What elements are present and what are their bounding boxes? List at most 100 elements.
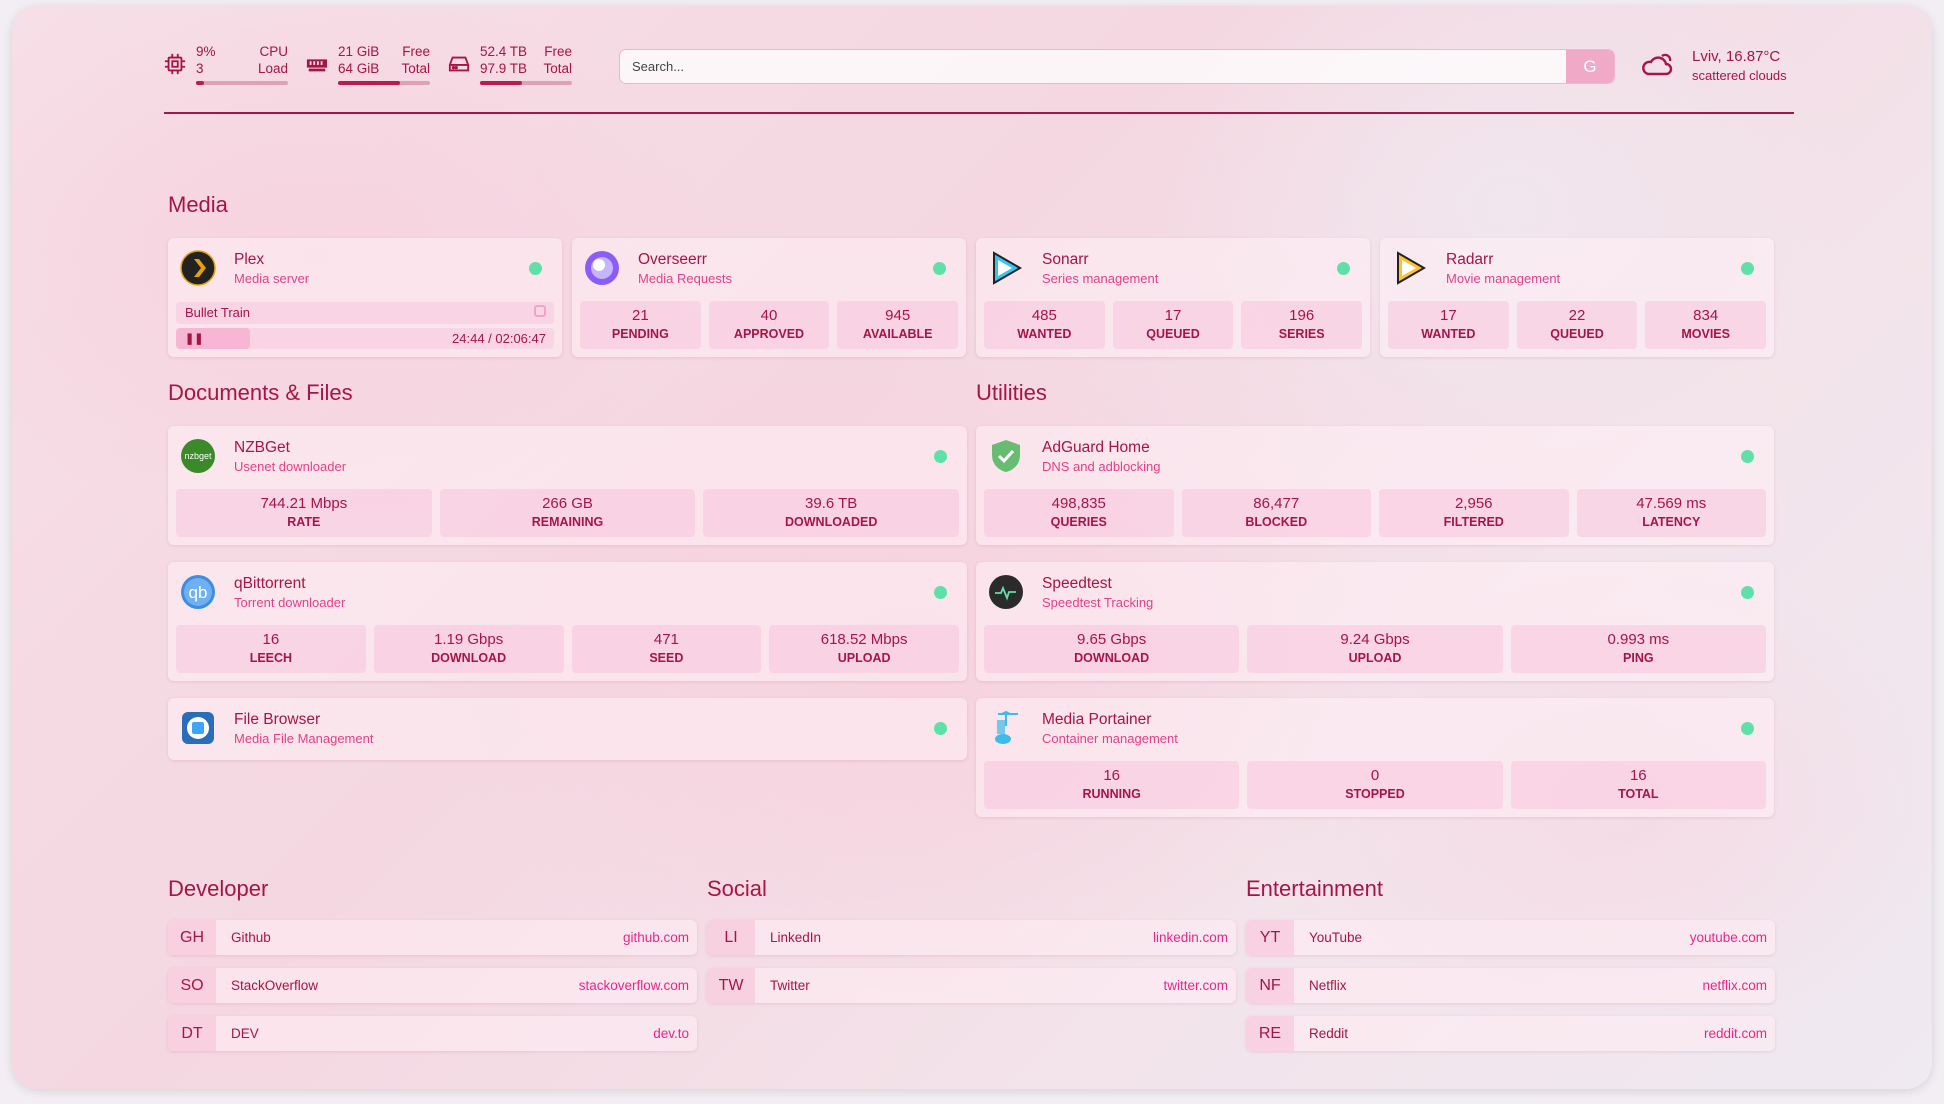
bookmark-youtube[interactable]: YT YouTube youtube.com (1246, 920, 1775, 955)
service-name: File Browser (234, 711, 321, 728)
stat-label: DOWNLOADED (785, 515, 878, 529)
stat-block: 17 QUEUED (1112, 301, 1234, 349)
disk-icon (448, 56, 470, 72)
service-name: Radarr (1446, 251, 1494, 268)
portainer-icon (995, 710, 1018, 744)
service-card-nzbget[interactable]: nzbget NZBGet Usenet downloader 744.21 M… (168, 426, 967, 545)
stat-value: 16 (262, 631, 280, 648)
stat-value: 945 (885, 307, 911, 324)
stat-value: 744.21 Mbps (260, 495, 348, 512)
stat-block: 618.52 Mbps UPLOAD (769, 625, 959, 673)
stat-block: 17 WANTED (1388, 301, 1509, 349)
load-label: Load (257, 61, 288, 76)
stat-label: TOTAL (1618, 787, 1659, 801)
bookmark-url: linkedin.com (1152, 930, 1228, 945)
bookmark-url: reddit.com (1703, 1026, 1767, 1041)
bookmark-url: twitter.com (1163, 978, 1228, 993)
stat-block: 196 SERIES (1241, 301, 1363, 349)
stat-block: 9.24 Gbps UPLOAD (1247, 625, 1503, 673)
service-name: AdGuard Home (1042, 439, 1150, 456)
bookmark-dev[interactable]: DT DEV dev.to (168, 1016, 697, 1051)
service-card-portainer[interactable]: Media Portainer Container management 16 R… (976, 698, 1774, 817)
sonarr-icon (993, 251, 1023, 285)
stat-value: 266 GB (542, 495, 593, 512)
service-name: qBittorrent (234, 575, 306, 592)
service-card-overseerr[interactable]: Overseerr Media Requests 21 PENDING 40 APPR… (572, 238, 966, 357)
stat-label: QUEUED (1550, 327, 1604, 341)
memory-icon (306, 59, 328, 72)
stat-value: 2,956 (1454, 495, 1493, 512)
bookmark-abbr: TW (707, 968, 755, 1003)
bookmark-url: dev.to (653, 1026, 689, 1041)
cpu-value: 9% (196, 44, 216, 59)
bookmark-reddit[interactable]: RE Reddit reddit.com (1246, 1016, 1775, 1051)
now-playing: Bullet Train (176, 302, 554, 324)
bookmark-github[interactable]: GH Github github.com (168, 920, 697, 955)
bookmark-twitter[interactable]: TW Twitter twitter.com (707, 968, 1236, 1003)
stat-value: 40 (760, 307, 778, 324)
bookmark-stackoverflow[interactable]: SO StackOverflow stackoverflow.com (168, 968, 697, 1003)
stat-block: 0.993 ms PING (1510, 625, 1766, 673)
google-search-button[interactable]: G (1566, 50, 1614, 83)
stat-block: 834 MOVIES (1645, 301, 1767, 349)
stat-value: 196 (1289, 307, 1315, 324)
service-card-sonarr[interactable]: Sonarr Series management 485 WANTED 17 QUEU… (976, 238, 1370, 357)
bookmark-abbr: GH (168, 920, 216, 955)
total-label: Total (543, 61, 572, 76)
bookmark-name: DEV (231, 1026, 259, 1041)
service-card-plex[interactable]: Plex Media server Bullet Train ❚❚ 24:44 … (168, 238, 562, 357)
service-card-radarr[interactable]: Radarr Movie management 17 WANTED 22 QUEUED… (1380, 238, 1774, 357)
service-card-adguard[interactable]: AdGuard Home DNS and adblocking 498,835 Q… (976, 426, 1774, 545)
stat-block: 16 TOTAL (1510, 761, 1766, 809)
search-input[interactable] (620, 50, 1560, 83)
status-dot (933, 262, 946, 275)
stat-value: 22 (1568, 307, 1586, 324)
disk-widget: 52.4 TB 97.9 TB Free Total (448, 43, 572, 89)
bookmark-name: Reddit (1309, 1026, 1349, 1041)
status-dot (1741, 586, 1754, 599)
radarr-icon (1397, 251, 1427, 285)
stat-block: 22 QUEUED (1516, 301, 1638, 349)
service-description: Media File Management (234, 731, 374, 746)
service-name: Sonarr (1042, 251, 1089, 268)
disk-total: 97.9 TB (480, 61, 528, 76)
stat-block: 86,477 BLOCKED (1181, 489, 1371, 537)
bookmark-netflix[interactable]: NF Netflix netflix.com (1246, 968, 1775, 1003)
service-description: Speedtest Tracking (1042, 595, 1154, 610)
stat-block: 1.19 Gbps DOWNLOAD (373, 625, 564, 673)
bookmark-name: LinkedIn (770, 930, 822, 945)
service-stats: 498,835 QUERIES 86,477 BLOCKED 2,956 FILTERED… (984, 489, 1766, 537)
bookmark-linkedin[interactable]: LI LinkedIn linkedin.com (707, 920, 1236, 955)
stat-value: 1.19 Gbps (434, 631, 504, 648)
service-card-qbittorrent[interactable]: qb qBittorrent Torrent downloader 16 LEEC… (168, 562, 967, 681)
stat-value: 471 (653, 631, 679, 648)
bookmark-abbr: LI (707, 920, 755, 955)
stat-value: 0.993 ms (1607, 631, 1670, 648)
service-stats: 16 LEECH 1.19 Gbps DOWNLOAD 471 SEED 618.52 Mb… (176, 625, 959, 673)
status-dot (934, 722, 947, 735)
service-description: Media Requests (638, 271, 732, 286)
pause-icon[interactable]: ❚❚ (185, 333, 204, 345)
playback-progress[interactable]: ❚❚ 24:44 / 02:06:47 (176, 328, 554, 349)
header-divider (164, 112, 1794, 114)
stat-value: 618.52 Mbps (820, 631, 908, 648)
stat-value: 834 (1693, 307, 1719, 324)
service-card-speedtest[interactable]: Speedtest Speedtest Tracking 9.65 Gbps DO… (976, 562, 1774, 681)
status-dot (934, 450, 947, 463)
stat-block: 471 SEED (571, 625, 762, 673)
stat-label: MOVIES (1681, 327, 1730, 341)
stat-label: REMAINING (531, 515, 604, 529)
service-stats: 744.21 Mbps RATE 266 GB REMAINING 39.6 TB DOW… (176, 489, 960, 537)
stat-value: 17 (1439, 307, 1457, 324)
section-title-documents: Documents & Files (168, 380, 353, 405)
filebrowser-icon (182, 712, 214, 744)
stat-block: 21 PENDING (580, 301, 701, 349)
bookmark-name: YouTube (1309, 930, 1363, 945)
status-dot (1741, 450, 1754, 463)
bookmark-url: github.com (622, 930, 689, 945)
stat-value: 86,477 (1253, 495, 1300, 512)
free-label: Free (402, 44, 430, 59)
disk-free: 52.4 TB (480, 44, 528, 59)
service-card-filebrowser[interactable]: File Browser Media File Management (168, 698, 967, 760)
adguard-icon (992, 440, 1020, 472)
